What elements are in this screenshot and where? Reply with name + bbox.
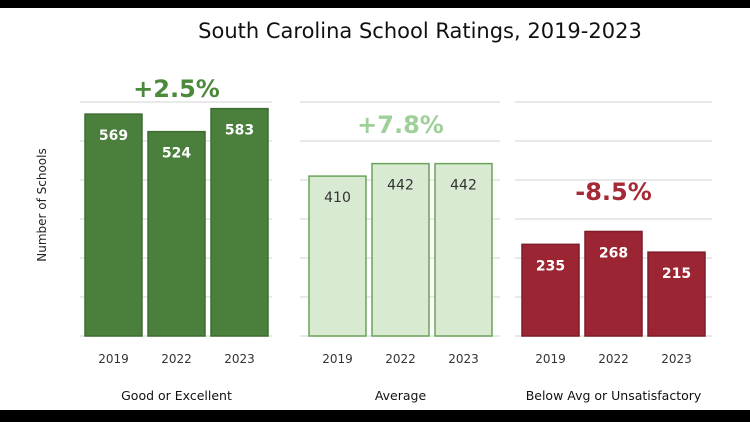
data-label: 583	[225, 123, 254, 139]
x-tick-label: 2022	[161, 352, 192, 366]
bar-chart: South Carolina School Ratings, 2019-2023…	[35, 19, 712, 403]
panel-category-label: Good or Excellent	[121, 388, 232, 403]
x-tick-label: 2023	[224, 352, 255, 366]
data-label: 410	[324, 190, 351, 206]
percent-change-label: -8.5%	[575, 178, 652, 206]
x-tick-label: 2023	[661, 352, 692, 366]
data-label: 569	[99, 128, 128, 144]
x-tick-label: 2022	[385, 352, 416, 366]
bar	[147, 130, 206, 337]
panel-category-label: Average	[375, 388, 427, 403]
chart-canvas: South Carolina School Ratings, 2019-2023…	[0, 8, 750, 410]
data-label: 215	[662, 266, 691, 282]
y-axis-label: Number of Schools	[35, 148, 49, 262]
x-tick-label: 2023	[448, 352, 479, 366]
bar	[647, 251, 706, 337]
bar	[434, 162, 493, 337]
data-label: 235	[536, 258, 565, 274]
x-tick-label: 2022	[598, 352, 629, 366]
percent-change-label: +2.5%	[133, 75, 220, 103]
x-tick-label: 2019	[322, 352, 353, 366]
data-label: 442	[387, 178, 414, 194]
bar	[308, 175, 367, 337]
data-label: 442	[450, 178, 477, 194]
data-label: 268	[599, 245, 628, 261]
bar	[521, 243, 580, 337]
bar	[371, 162, 430, 337]
bar	[84, 113, 143, 337]
percent-change-label: +7.8%	[357, 111, 444, 139]
bar	[584, 230, 643, 337]
data-label: 524	[162, 146, 191, 162]
chart-title: South Carolina School Ratings, 2019-2023	[198, 19, 642, 43]
x-tick-label: 2019	[535, 352, 566, 366]
x-tick-label: 2019	[98, 352, 129, 366]
panel-category-label: Below Avg or Unsatisfactory	[526, 388, 702, 403]
bar	[210, 107, 269, 337]
